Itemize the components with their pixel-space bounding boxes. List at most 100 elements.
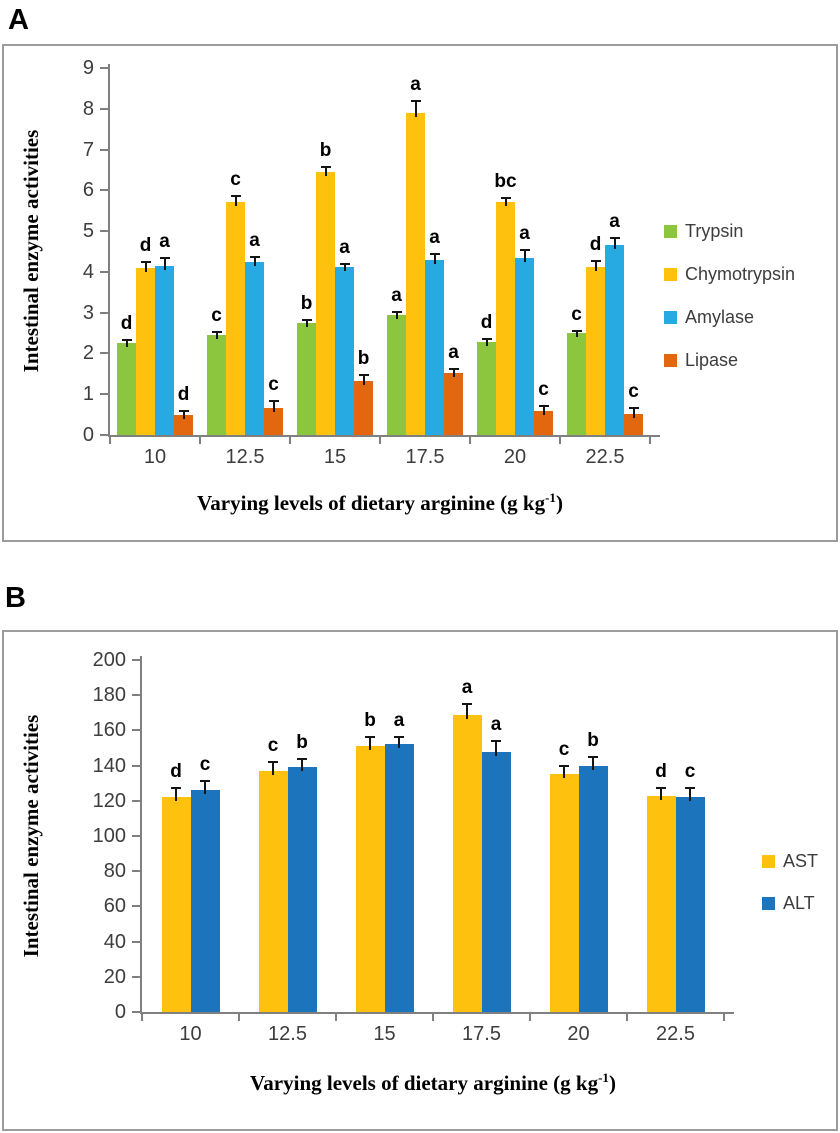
bar-alt-22.5: [675, 797, 705, 1012]
y-tick: [100, 230, 108, 233]
y-tick: [132, 764, 140, 767]
sig-letter: a: [490, 713, 502, 735]
legend-label-alt: ALT: [783, 893, 815, 913]
error-bar-stem: [234, 195, 237, 206]
y-tick-label: 1: [82, 383, 94, 406]
error-bar-cap: [491, 739, 501, 742]
error-bar-cap: [121, 338, 132, 341]
sig-letter: b: [357, 347, 370, 369]
error-bar-cap: [391, 311, 402, 314]
x-tick-label: 12.5: [268, 1023, 307, 1045]
legend-label-amylase: Amylase: [685, 307, 755, 327]
error-bar-cap: [628, 406, 639, 409]
sig-letter: c: [571, 303, 582, 325]
y-tick: [132, 905, 140, 908]
error-bar-stem: [395, 312, 398, 319]
panel-a-frame: 0 1 2 3 4 5 6 7 8 9 10 12.5 15 17.5 20 22.5 d c b a d c d c b a bc…: [2, 44, 838, 542]
bar-ast-12.5: [258, 770, 288, 1012]
y-tick: [100, 393, 108, 396]
sig-letter: bc: [494, 170, 517, 192]
legend-item-ast: AST: [762, 852, 818, 870]
x-tick: [199, 437, 201, 444]
error-bar-cap: [448, 367, 459, 370]
error-bar-stem: [215, 332, 218, 340]
error-bar-stem: [414, 101, 417, 117]
bar-ast-22.5: [646, 795, 676, 1012]
error-bar-cap: [481, 338, 492, 341]
sig-letter: c: [211, 305, 222, 327]
error-bar-stem: [182, 410, 185, 420]
legend-item-alt: ALT: [762, 894, 815, 912]
error-bar-cap: [171, 787, 181, 790]
error-bar-cap: [365, 736, 375, 739]
error-bar-stem: [452, 368, 455, 377]
bar-amylase-22.5: [605, 245, 624, 435]
x-tick-label: 20: [503, 446, 527, 468]
x-tick-label: 17.5: [405, 446, 445, 468]
x-tick: [469, 437, 471, 444]
y-tick-label: 2: [82, 342, 94, 365]
y-tick-label: 80: [103, 860, 126, 883]
sig-letter: c: [628, 380, 639, 402]
bar-alt-15: [384, 744, 414, 1012]
bar-alt-17.5: [481, 751, 511, 1012]
y-tick: [132, 835, 140, 837]
y-axis-title: Intestinal enzyme activities: [19, 129, 43, 373]
legend-swatch-ast: [762, 854, 775, 868]
sig-letter: d: [139, 234, 152, 256]
sig-letter: d: [120, 312, 133, 334]
legend-item-trypsin: Trypsin: [664, 222, 743, 240]
error-bar-cap: [230, 194, 241, 197]
sig-letter: c: [230, 168, 241, 190]
error-bar-cap: [462, 703, 472, 705]
chart-b: 0 20 40 60 80 100 120 140 160 180 200 10 12.5 15 17.5 2…: [4, 632, 836, 1129]
error-bar-stem: [362, 374, 365, 385]
superscript-exponent: -1: [598, 1070, 609, 1085]
y-tick-label: 60: [103, 895, 126, 918]
bar-ast-15: [355, 746, 385, 1012]
y-tick-label: 6: [82, 179, 94, 202]
error-bar-cap: [685, 787, 695, 790]
sig-letter: c: [558, 738, 570, 760]
bar-chymotrypsin-17.5: [406, 112, 425, 435]
legend-item-chymotrypsin: Chymotrypsin: [664, 265, 795, 283]
x-tick-label: 12.5: [225, 446, 265, 468]
panel-a-label: A: [8, 4, 29, 36]
x-tick-label: 15: [323, 446, 347, 468]
y-tick-label: 7: [82, 138, 94, 161]
error-bar-stem: [369, 737, 371, 751]
error-bar-cap: [200, 780, 210, 783]
x-tick: [379, 437, 381, 444]
y-tick-label: 160: [92, 719, 126, 742]
error-bar-stem: [204, 781, 206, 795]
y-tick-label: 9: [82, 57, 94, 79]
error-bar-cap: [538, 405, 549, 408]
bar-ast-17.5: [452, 714, 482, 1012]
sig-letter: a: [461, 677, 473, 698]
sig-letter: b: [319, 140, 332, 162]
sig-letter: d: [589, 233, 602, 255]
bar-ast-20: [549, 774, 579, 1012]
y-axis-line: [108, 64, 110, 437]
x-tick: [723, 1014, 725, 1021]
x-tick-label: 22.5: [656, 1023, 695, 1045]
bar-lipase-15: [354, 380, 373, 435]
error-bar-stem: [253, 256, 256, 266]
legend-label-ast: AST: [783, 851, 819, 871]
error-bar-stem: [433, 253, 436, 264]
y-tick-label: 8: [82, 97, 94, 120]
bar-ast-10: [161, 797, 191, 1012]
error-bar-cap: [656, 787, 666, 790]
x-axis-title: Varying levels of dietary arginine (g kg…: [250, 1070, 616, 1095]
error-bar-cap: [297, 757, 307, 760]
sig-letter: a: [393, 710, 405, 732]
bar-trypsin-17.5: [387, 314, 406, 435]
bar-lipase-10: [174, 415, 193, 435]
bar-amylase-12.5: [245, 261, 264, 435]
error-bar-stem: [466, 704, 468, 719]
legend-label-lipase: Lipase: [685, 350, 739, 370]
x-tick-label: 17.5: [462, 1023, 501, 1045]
x-tick-label: 20: [567, 1023, 590, 1045]
bar-lipase-20: [534, 411, 553, 435]
x-axis-line: [108, 435, 660, 437]
